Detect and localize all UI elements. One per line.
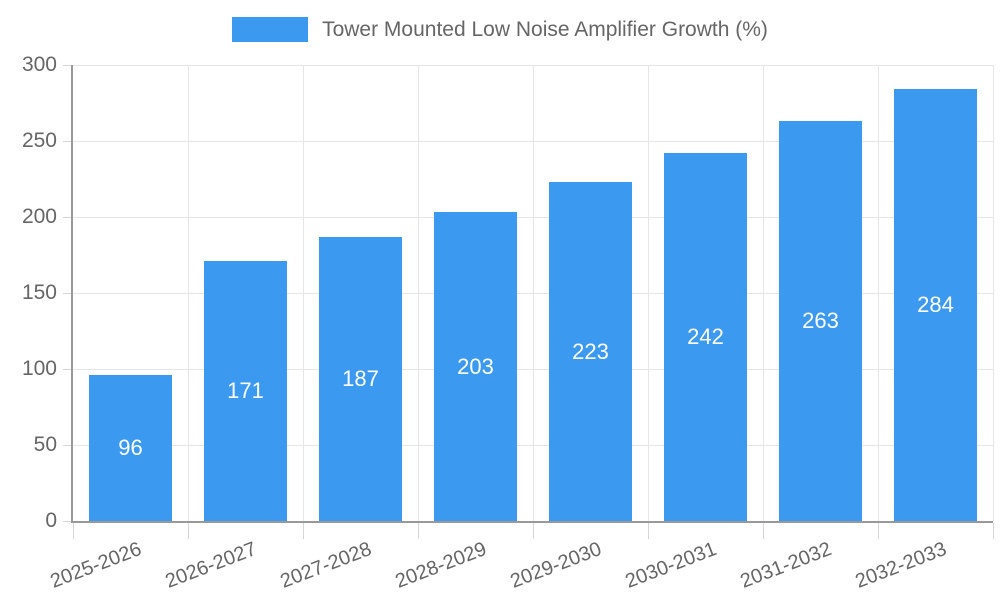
bar[interactable] [549,182,632,521]
x-gridline [993,65,994,521]
bar[interactable] [319,237,402,521]
x-gridline [303,65,304,521]
bar-value-label: 263 [802,308,839,333]
legend-label: Tower Mounted Low Noise Amplifier Growth… [322,17,768,41]
x-axis-label: 2027-2028 [277,538,375,593]
x-tick-mark [188,523,189,539]
y-tick-mark [63,217,73,218]
bar-value-label: 242 [687,324,724,349]
x-tick-mark [993,523,994,539]
x-gridline [418,65,419,521]
x-axis-label: 2029-2030 [507,538,605,593]
y-tick-mark [63,141,73,142]
chart-legend[interactable]: Tower Mounted Low Noise Amplifier Growth… [0,17,1000,42]
bar-value-label: 284 [917,292,954,317]
x-tick-mark [533,523,534,539]
x-tick-mark [648,523,649,539]
x-tick-mark [303,523,304,539]
y-tick-mark [63,369,73,370]
bar-value-label: 187 [342,366,379,391]
bar-value-label: 96 [118,435,143,460]
x-axis-line [71,521,993,523]
legend-swatch-icon [232,17,309,42]
x-axis-label: 2031-2032 [737,538,835,593]
y-axis-label: 50 [33,433,57,456]
x-tick-mark [73,523,74,539]
bar[interactable] [779,121,862,521]
x-axis-label: 2025-2026 [47,538,145,593]
x-gridline [878,65,879,521]
x-gridline [763,65,764,521]
y-tick-mark [63,445,73,446]
x-axis-label: 2026-2027 [162,538,260,593]
y-axis-label: 300 [21,53,57,76]
y-axis-label: 200 [21,205,57,228]
bar[interactable] [89,375,172,521]
bar-value-label: 171 [227,378,264,403]
y-tick-mark [63,65,73,66]
bar[interactable] [434,212,517,521]
x-axis-label: 2028-2029 [392,538,490,593]
y-axis-label: 0 [45,509,57,532]
y-axis-line [71,65,73,523]
bar-value-label: 223 [572,338,609,364]
y-tick-mark [63,293,73,294]
y-axis-label: 100 [21,357,57,380]
y-axis-label: 250 [21,129,57,152]
x-axis-label: 2032-2033 [852,538,950,593]
bar-value-label: 203 [457,353,494,379]
y-tick-mark [63,521,73,522]
x-tick-mark [418,523,419,539]
bar[interactable] [664,153,747,521]
y-axis-label: 150 [21,281,57,304]
x-gridline [188,65,189,521]
x-tick-mark [763,523,764,539]
x-axis-label: 2030-2031 [622,538,720,593]
bar[interactable] [204,261,287,521]
x-tick-mark [878,523,879,539]
x-gridline [533,65,534,521]
bar[interactable] [894,89,977,521]
x-gridline [648,65,649,521]
